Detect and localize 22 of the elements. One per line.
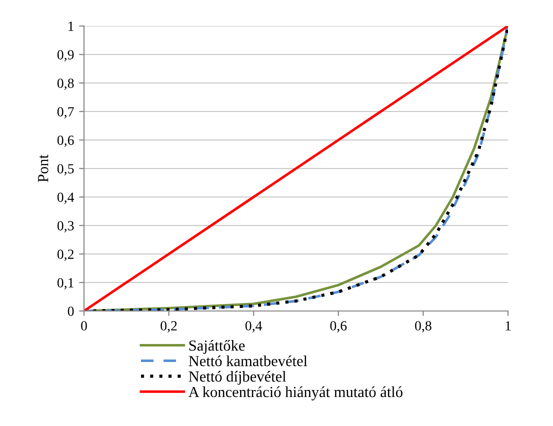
- y-tick-label: 0,1: [57, 278, 74, 290]
- legend-label: A koncentráció hiányát mutató átló: [188, 386, 402, 400]
- y-axis-title: Pont: [38, 154, 48, 182]
- y-tick-label: 0,2: [57, 250, 74, 261]
- y-tick-label: 0,5: [57, 164, 74, 176]
- legend-label: Nettó kamatbevétel: [188, 355, 308, 366]
- y-tick-label: 0,6: [57, 136, 74, 147]
- y-tick-label: 0,7: [57, 107, 74, 118]
- x-tick-label: 1: [506, 321, 511, 330]
- x-tick-label: 0,8: [415, 321, 432, 332]
- y-tick-label: 1: [68, 22, 74, 31]
- x-tick-label: 0: [81, 321, 87, 330]
- x-tick-label: 0,4: [245, 321, 262, 332]
- legend-label: Nettó díjbevétel: [188, 370, 286, 385]
- y-tick-label: 0,9: [57, 50, 74, 62]
- y-tick-label: 0: [68, 306, 74, 316]
- legend-label: Sajáttőke: [189, 340, 245, 354]
- y-tick-label: 0,4: [57, 192, 74, 204]
- x-tick-label: 0,6: [330, 321, 347, 332]
- y-tick-label: 0,3: [57, 221, 74, 232]
- y-tick-label: 0,8: [57, 78, 74, 90]
- x-tick-label: 0,2: [160, 321, 177, 332]
